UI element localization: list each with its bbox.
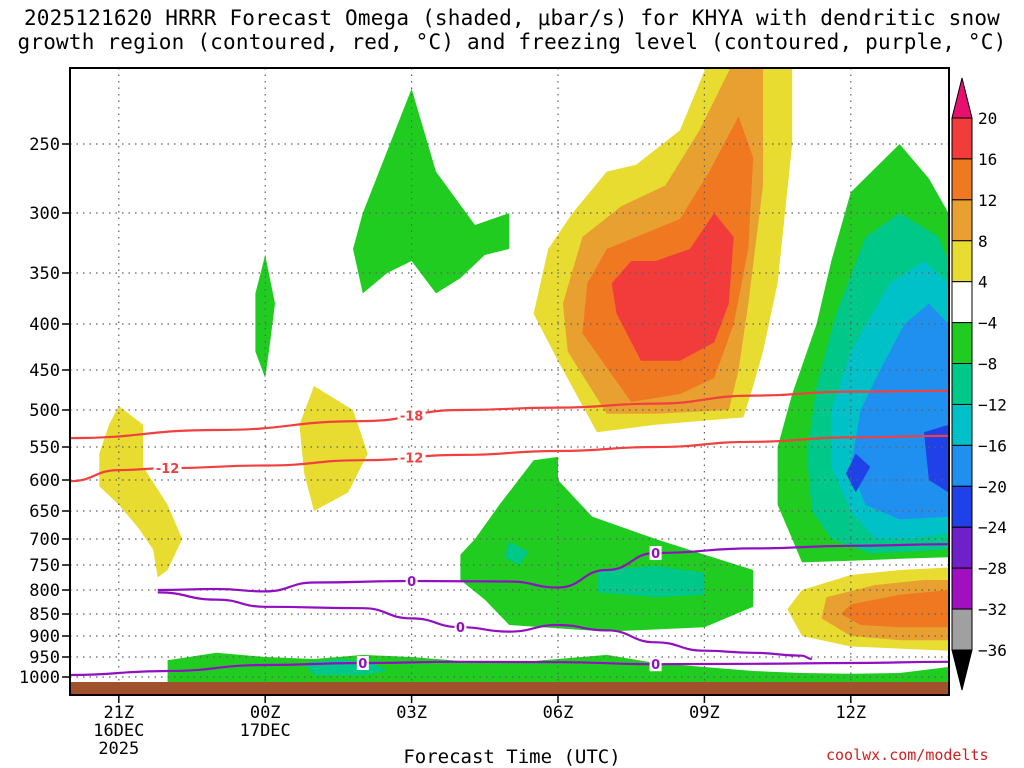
- colorbar-label-7: −12: [978, 395, 1007, 414]
- colorbar-swatch-7: [951, 403, 973, 446]
- colorbar-label-6: −8: [978, 355, 997, 374]
- ytick-label-400: 400: [29, 315, 60, 335]
- colorbar-swatch-11: [951, 567, 973, 610]
- ytick-label-900: 900: [29, 627, 60, 647]
- colorbar-label-9: −20: [978, 477, 1007, 496]
- colorbar-swatch-3: [951, 240, 973, 283]
- contour-label-bg-freezing-level-surface-1: [649, 657, 662, 672]
- colorbar-label-11: −28: [978, 559, 1007, 578]
- contour-label-bg-freezing-level-upper-1: [649, 546, 662, 561]
- colorbar: 20 16 12 8 4 −4 −8 −12 −16 −20 −24 −28 −32 −36: [951, 77, 1007, 691]
- contour-freezing-level-surface: [70, 660, 949, 677]
- ytick-label-700: 700: [29, 530, 60, 550]
- colorbar-bottom-triangle: [951, 649, 973, 691]
- contour-label-bg-dgz-minus-12-0: [153, 461, 182, 476]
- contour-freezing-level-upper: [157, 543, 949, 593]
- ytick-label-450: 450: [29, 361, 60, 381]
- title-line-2: growth region (contoured, red, °C) and f…: [17, 30, 1007, 54]
- colorbar-label-1: 16: [978, 150, 997, 169]
- colorbar-label-0: 20: [978, 109, 997, 128]
- chart-title: 2025121620 HRRR Forecast Omega (shaded, …: [0, 6, 1024, 54]
- contour-label-bg-freezing-level-surface-0: [356, 656, 369, 670]
- contour-dgz-minus-18: [70, 389, 949, 440]
- shade-upward-lower-right-12: [841, 590, 949, 628]
- y-axis-ticks: 2503003504004505005506006507007508008509…: [19, 135, 70, 688]
- ground-surface: [70, 682, 949, 695]
- contour-label-dgz-minus-12-0: -12: [156, 462, 180, 477]
- xtick-label-21Z: 21Z: [103, 703, 134, 723]
- contour-label-dgz-minus-12-1: -12: [400, 452, 424, 467]
- xtick-label-00Z: 00Z: [250, 703, 281, 723]
- colorbar-top-triangle: [951, 77, 973, 119]
- shade-subsidence-low-mod-b: [597, 566, 705, 598]
- colorbar-swatch-8: [951, 444, 973, 487]
- ytick-label-500: 500: [29, 401, 60, 421]
- xtick-date-00Z: 17DEC: [240, 721, 291, 741]
- contour-label-bg-freezing-level-lower-0: [454, 620, 467, 635]
- ytick-label-600: 600: [29, 471, 60, 491]
- shade-subsidence-core-b: [924, 424, 949, 493]
- xtick-year-21Z: 2025: [98, 739, 139, 759]
- ytick-label-650: 650: [29, 502, 60, 522]
- ytick-label-950: 950: [29, 648, 60, 668]
- colorbar-swatch-9: [951, 485, 973, 528]
- xtick-label-06Z: 06Z: [543, 703, 574, 723]
- colorbar-label-12: −32: [978, 600, 1007, 619]
- colorbar-swatch-12: [951, 608, 973, 651]
- shade-subsidence-03z: [353, 88, 510, 294]
- colorbar-swatch-5: [951, 322, 973, 365]
- colorbar-label-8: −16: [978, 436, 1007, 455]
- xtick-label-09Z: 09Z: [689, 703, 720, 723]
- ytick-label-850: 850: [29, 605, 60, 625]
- ytick-label-250: 250: [29, 135, 60, 155]
- colorbar-swatch-4: [951, 281, 973, 324]
- colorbar-swatch-6: [951, 363, 973, 405]
- contour-labels: -18 -12 -12 0 0 0 0 0: [153, 408, 662, 673]
- colorbar-swatch-10: [951, 526, 973, 569]
- ytick-label-750: 750: [29, 556, 60, 576]
- colorbar-label-5: −4: [978, 314, 997, 333]
- plot-frame: [69, 67, 950, 696]
- contour-label-freezing-level-upper-1: 0: [651, 547, 660, 562]
- x-axis-label: Forecast Time (UTC): [403, 746, 621, 768]
- xtick-label-12Z: 12Z: [835, 703, 866, 723]
- shade-subsidence-core-a: [845, 453, 871, 493]
- colorbar-swatch-1: [951, 158, 973, 201]
- contour-label-bg-freezing-level-upper-0: [405, 574, 418, 588]
- colorbar-label-4: 4: [978, 273, 988, 292]
- contour-label-freezing-level-upper-0: 0: [407, 575, 416, 590]
- colorbar-swatch-0: [951, 117, 973, 160]
- title-line-1: 2025121620 HRRR Forecast Omega (shaded, …: [23, 6, 1001, 30]
- colorbar-label-2: 12: [978, 191, 997, 210]
- contour-label-freezing-level-surface-1: 0: [651, 658, 660, 673]
- ytick-label-1000: 1000: [19, 668, 60, 688]
- colorbar-label-10: −24: [978, 518, 1007, 537]
- source-credit: coolwx.com/modelts: [826, 746, 989, 764]
- contour-label-freezing-level-surface-0: 0: [358, 657, 367, 672]
- shade-subsidence-right-stronger: [850, 303, 949, 520]
- contour-label-dgz-minus-18-0: -18: [400, 410, 424, 425]
- contour-freezing-level-lower: [157, 591, 812, 661]
- ytick-label-550: 550: [29, 438, 60, 458]
- colorbar-swatch-2: [951, 199, 973, 242]
- shade-subsidence-low-mod-a: [504, 541, 529, 565]
- contours: [70, 389, 949, 677]
- contour-label-bg-dgz-minus-12-1: [397, 450, 426, 465]
- ytick-label-800: 800: [29, 581, 60, 601]
- ytick-label-300: 300: [29, 204, 60, 224]
- colorbar-label-3: 8: [978, 232, 988, 251]
- contour-label-bg-dgz-minus-18-0: [397, 408, 426, 423]
- ytick-label-350: 350: [29, 264, 60, 284]
- shade-upward-left-column: [99, 406, 183, 578]
- contour-label-freezing-level-lower-0: 0: [456, 621, 465, 636]
- xtick-date-21Z: 16DEC: [93, 721, 144, 741]
- xtick-label-03Z: 03Z: [396, 703, 427, 723]
- colorbar-label-13: −36: [978, 641, 1007, 660]
